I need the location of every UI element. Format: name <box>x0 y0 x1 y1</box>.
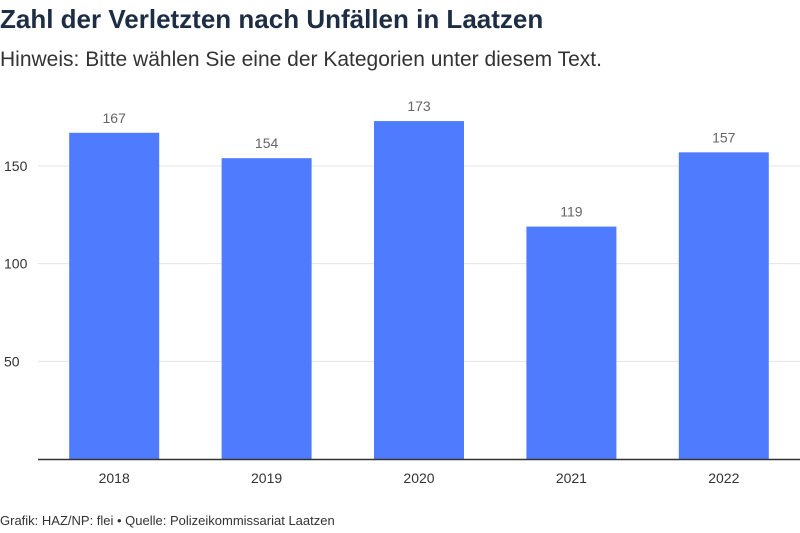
data-label: 173 <box>407 98 431 114</box>
chart-title: Zahl der Verletzten nach Unfällen in Laa… <box>0 4 544 34</box>
bar-2022[interactable] <box>678 152 769 459</box>
labels: 50 100 150 167 2018 154 2019 173 2020 119 2021 157 2… <box>4 98 740 486</box>
bar-2018[interactable] <box>69 132 160 459</box>
y-tick-label: 150 <box>4 158 28 174</box>
bar-2020[interactable] <box>374 121 464 459</box>
data-label: 157 <box>712 129 736 145</box>
bar-2021[interactable] <box>526 226 617 459</box>
x-tick-label: 2020 <box>403 470 434 486</box>
y-tick-label: 50 <box>4 353 20 369</box>
chart-subtitle: Hinweis: Bitte wählen Sie eine der Kateg… <box>0 48 602 71</box>
data-label: 119 <box>560 204 583 220</box>
x-tick-label: 2021 <box>556 470 587 486</box>
x-tick-label: 2019 <box>251 470 282 486</box>
y-tick-label: 100 <box>4 256 28 272</box>
x-tick-label: 2022 <box>708 470 739 486</box>
source-footer: Grafik: HAZ/NP: flei • Quelle: Polizeiko… <box>0 513 335 528</box>
bars <box>69 121 769 460</box>
data-label: 154 <box>255 135 279 151</box>
x-tick-label: 2018 <box>99 470 130 486</box>
data-label: 167 <box>103 110 127 126</box>
bar-2019[interactable] <box>221 158 312 460</box>
